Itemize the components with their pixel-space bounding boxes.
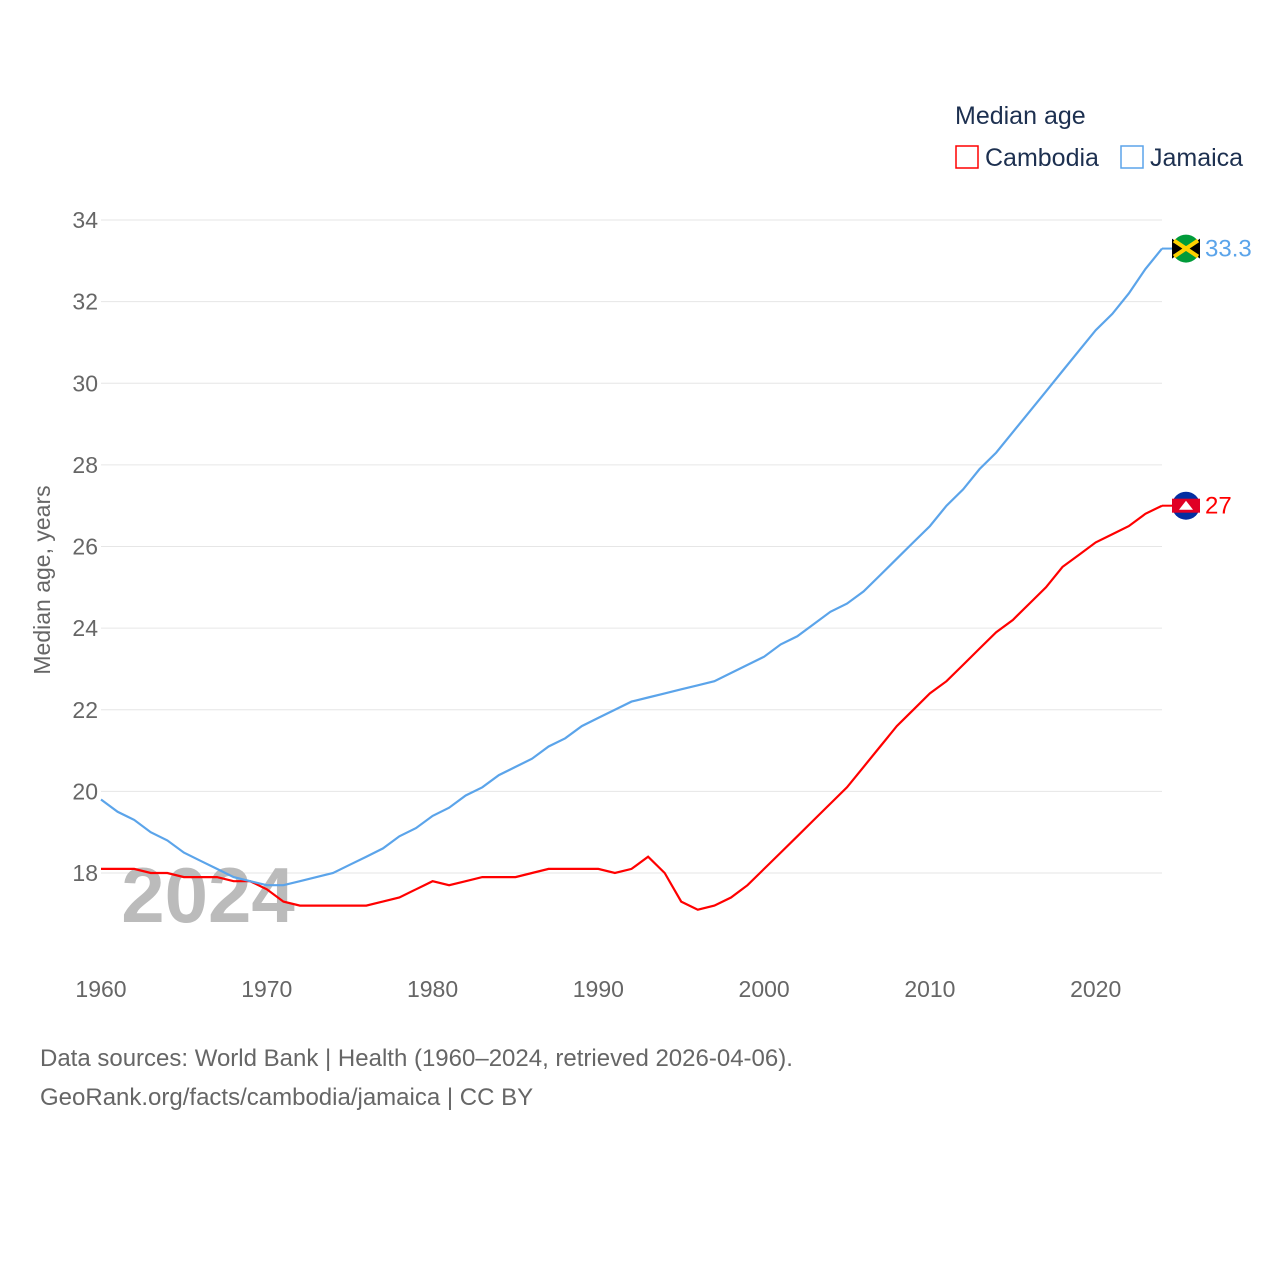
y-tick-label: 26 [72,534,98,560]
x-tick-label: 1970 [241,976,292,1002]
end-value-label: 33.3 [1205,236,1252,263]
y-tick-label: 24 [72,615,98,641]
y-tick-label: 34 [72,207,98,233]
x-tick-label: 1960 [75,976,126,1002]
flag-temple [1179,500,1193,510]
legend-item-jamaica: Jamaica [1150,144,1243,172]
footer-link[interactable]: GeoRank.org/facts/cambodia/jamaica | CC … [40,1084,534,1111]
footer-sources: Data sources: World Bank | Health (1960–… [40,1045,793,1072]
series-line-cambodia [101,504,1163,911]
flag-saltire [1172,238,1200,259]
x-tick-label: 1980 [407,976,458,1002]
y-tick-label: 32 [72,289,98,315]
y-axis-label: Median age, years [29,485,55,674]
x-tick-label: 2000 [739,976,790,1002]
y-tick-label: 20 [72,778,98,804]
x-tick-label: 2020 [1070,976,1121,1002]
legend-title: Median age [955,102,1086,130]
legend-item-cambodia: Cambodia [985,144,1099,172]
legend-swatch-jamaica [1120,145,1144,169]
end-value-label: 27 [1205,493,1232,520]
x-tick-label: 2010 [904,976,955,1002]
y-tick-label: 22 [72,697,98,723]
y-tick-label: 30 [72,370,98,396]
x-tick-label: 1990 [573,976,624,1002]
y-tick-label: 28 [72,452,98,478]
legend-swatch-cambodia [955,145,979,169]
y-tick-label: 18 [72,860,98,886]
series-line-jamaica [100,247,1163,887]
